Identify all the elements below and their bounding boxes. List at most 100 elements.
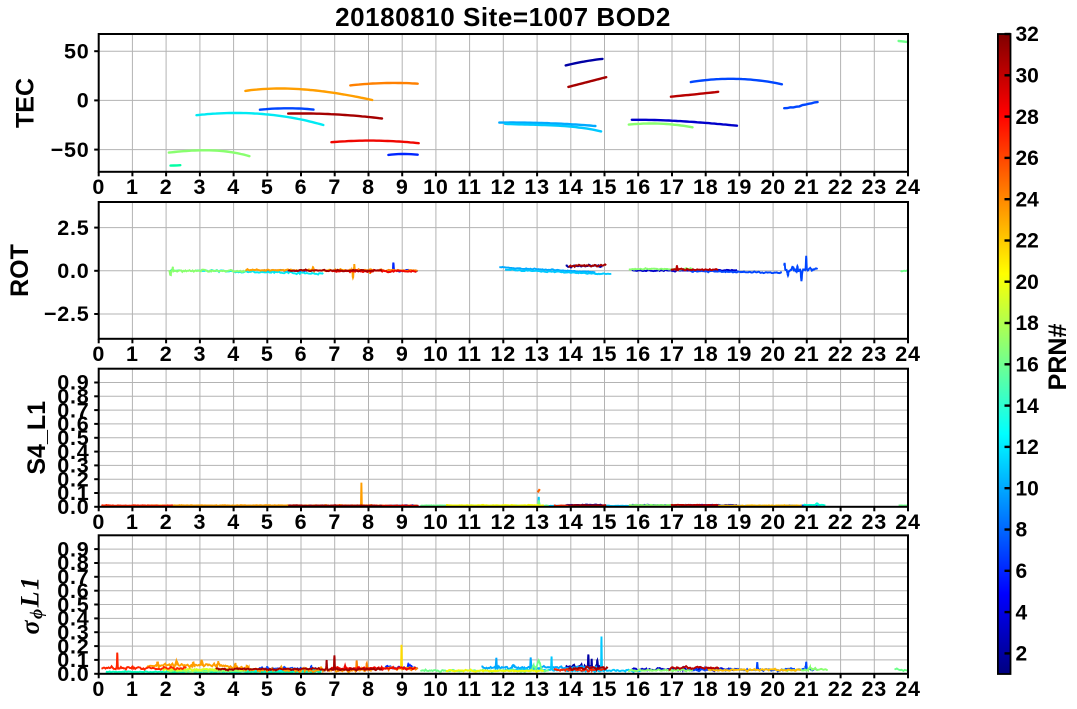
svg-text:0.6: 0.6 bbox=[57, 412, 89, 436]
svg-text:12: 12 bbox=[491, 175, 517, 199]
svg-text:0.4: 0.4 bbox=[57, 440, 89, 464]
svg-text:12: 12 bbox=[1016, 436, 1039, 459]
svg-text:17: 17 bbox=[659, 342, 685, 366]
svg-text:10: 10 bbox=[423, 342, 449, 366]
svg-text:6: 6 bbox=[295, 510, 308, 534]
svg-text:16: 16 bbox=[625, 510, 651, 534]
svg-text:24: 24 bbox=[895, 175, 921, 199]
svg-text:2.5: 2.5 bbox=[57, 216, 89, 240]
svg-text:6: 6 bbox=[295, 175, 308, 199]
svg-text:22: 22 bbox=[828, 342, 854, 366]
svg-text:4: 4 bbox=[227, 175, 240, 199]
svg-text:24: 24 bbox=[895, 342, 921, 366]
svg-text:σϕL1: σϕL1 bbox=[16, 575, 47, 634]
svg-text:0: 0 bbox=[92, 510, 105, 534]
svg-text:12: 12 bbox=[491, 510, 517, 534]
svg-text:0.2: 0.2 bbox=[57, 467, 89, 491]
svg-text:5: 5 bbox=[261, 510, 274, 534]
svg-text:19: 19 bbox=[727, 510, 753, 534]
svg-text:21: 21 bbox=[794, 342, 820, 366]
svg-text:21: 21 bbox=[794, 677, 820, 701]
svg-text:5: 5 bbox=[261, 175, 274, 199]
svg-text:7: 7 bbox=[328, 342, 341, 366]
svg-text:13: 13 bbox=[524, 342, 550, 366]
svg-text:0: 0 bbox=[77, 89, 90, 113]
svg-text:9: 9 bbox=[396, 342, 409, 366]
svg-text:8: 8 bbox=[362, 510, 375, 534]
svg-text:0.8: 0.8 bbox=[57, 385, 89, 409]
svg-text:0.1: 0.1 bbox=[57, 481, 89, 505]
svg-text:15: 15 bbox=[592, 175, 618, 199]
svg-text:0.7: 0.7 bbox=[57, 398, 89, 422]
svg-text:1: 1 bbox=[126, 342, 139, 366]
svg-text:0.0: 0.0 bbox=[57, 495, 89, 519]
svg-text:20: 20 bbox=[1016, 271, 1039, 294]
svg-text:0.9: 0.9 bbox=[57, 537, 89, 561]
svg-text:14: 14 bbox=[558, 677, 584, 701]
svg-text:3: 3 bbox=[194, 677, 207, 701]
svg-text:9: 9 bbox=[396, 175, 409, 199]
svg-text:3: 3 bbox=[194, 510, 207, 534]
svg-text:0.0: 0.0 bbox=[57, 259, 89, 283]
svg-text:11: 11 bbox=[457, 510, 481, 534]
svg-text:22: 22 bbox=[828, 677, 854, 701]
svg-text:24: 24 bbox=[895, 510, 921, 534]
svg-text:0.5: 0.5 bbox=[57, 593, 89, 617]
svg-text:4: 4 bbox=[227, 342, 240, 366]
svg-text:0.0: 0.0 bbox=[57, 662, 89, 686]
svg-text:2: 2 bbox=[160, 510, 173, 534]
svg-text:0.8: 0.8 bbox=[57, 551, 89, 575]
svg-text:15: 15 bbox=[592, 342, 618, 366]
svg-text:−2.5: −2.5 bbox=[44, 302, 90, 326]
svg-text:24: 24 bbox=[1016, 188, 1040, 211]
svg-text:ROT: ROT bbox=[6, 244, 34, 297]
svg-text:12: 12 bbox=[491, 342, 517, 366]
svg-text:9: 9 bbox=[396, 510, 409, 534]
svg-text:10: 10 bbox=[1016, 477, 1039, 500]
svg-text:10: 10 bbox=[423, 175, 449, 199]
svg-text:18: 18 bbox=[693, 175, 719, 199]
svg-text:32: 32 bbox=[1016, 23, 1039, 46]
svg-text:0.3: 0.3 bbox=[57, 621, 89, 645]
svg-text:−50: −50 bbox=[51, 138, 90, 162]
svg-text:PRN#: PRN# bbox=[1044, 324, 1072, 391]
svg-text:23: 23 bbox=[862, 175, 888, 199]
svg-text:6: 6 bbox=[295, 342, 308, 366]
svg-text:20: 20 bbox=[760, 342, 786, 366]
svg-text:1: 1 bbox=[126, 175, 139, 199]
svg-text:1: 1 bbox=[126, 677, 139, 701]
svg-text:13: 13 bbox=[524, 175, 550, 199]
svg-text:17: 17 bbox=[659, 510, 685, 534]
svg-text:15: 15 bbox=[592, 510, 618, 534]
svg-text:14: 14 bbox=[1016, 395, 1040, 418]
svg-text:20180810 Site=1007 BOD2: 20180810 Site=1007 BOD2 bbox=[335, 2, 671, 32]
svg-text:19: 19 bbox=[727, 342, 753, 366]
svg-text:8: 8 bbox=[1016, 519, 1028, 542]
svg-text:22: 22 bbox=[828, 510, 854, 534]
svg-text:21: 21 bbox=[794, 510, 820, 534]
svg-text:8: 8 bbox=[362, 342, 375, 366]
svg-text:18: 18 bbox=[1016, 312, 1040, 335]
svg-text:19: 19 bbox=[727, 677, 753, 701]
svg-text:16: 16 bbox=[625, 175, 651, 199]
svg-text:0: 0 bbox=[92, 342, 105, 366]
svg-text:14: 14 bbox=[558, 175, 584, 199]
svg-text:8: 8 bbox=[362, 677, 375, 701]
svg-text:0.1: 0.1 bbox=[57, 648, 89, 672]
svg-text:11: 11 bbox=[457, 175, 481, 199]
svg-text:TEC: TEC bbox=[12, 78, 40, 128]
svg-text:11: 11 bbox=[457, 677, 481, 701]
svg-text:30: 30 bbox=[1016, 65, 1039, 88]
svg-text:S4_L1: S4_L1 bbox=[23, 401, 51, 475]
svg-text:2: 2 bbox=[1016, 643, 1028, 666]
svg-text:2: 2 bbox=[160, 677, 173, 701]
svg-text:6: 6 bbox=[295, 677, 308, 701]
svg-text:4: 4 bbox=[227, 677, 240, 701]
svg-text:23: 23 bbox=[862, 677, 888, 701]
svg-text:3: 3 bbox=[194, 175, 207, 199]
svg-text:13: 13 bbox=[524, 677, 550, 701]
svg-text:7: 7 bbox=[328, 175, 341, 199]
svg-text:4: 4 bbox=[1016, 601, 1028, 624]
svg-text:0: 0 bbox=[92, 175, 105, 199]
svg-text:14: 14 bbox=[558, 510, 584, 534]
